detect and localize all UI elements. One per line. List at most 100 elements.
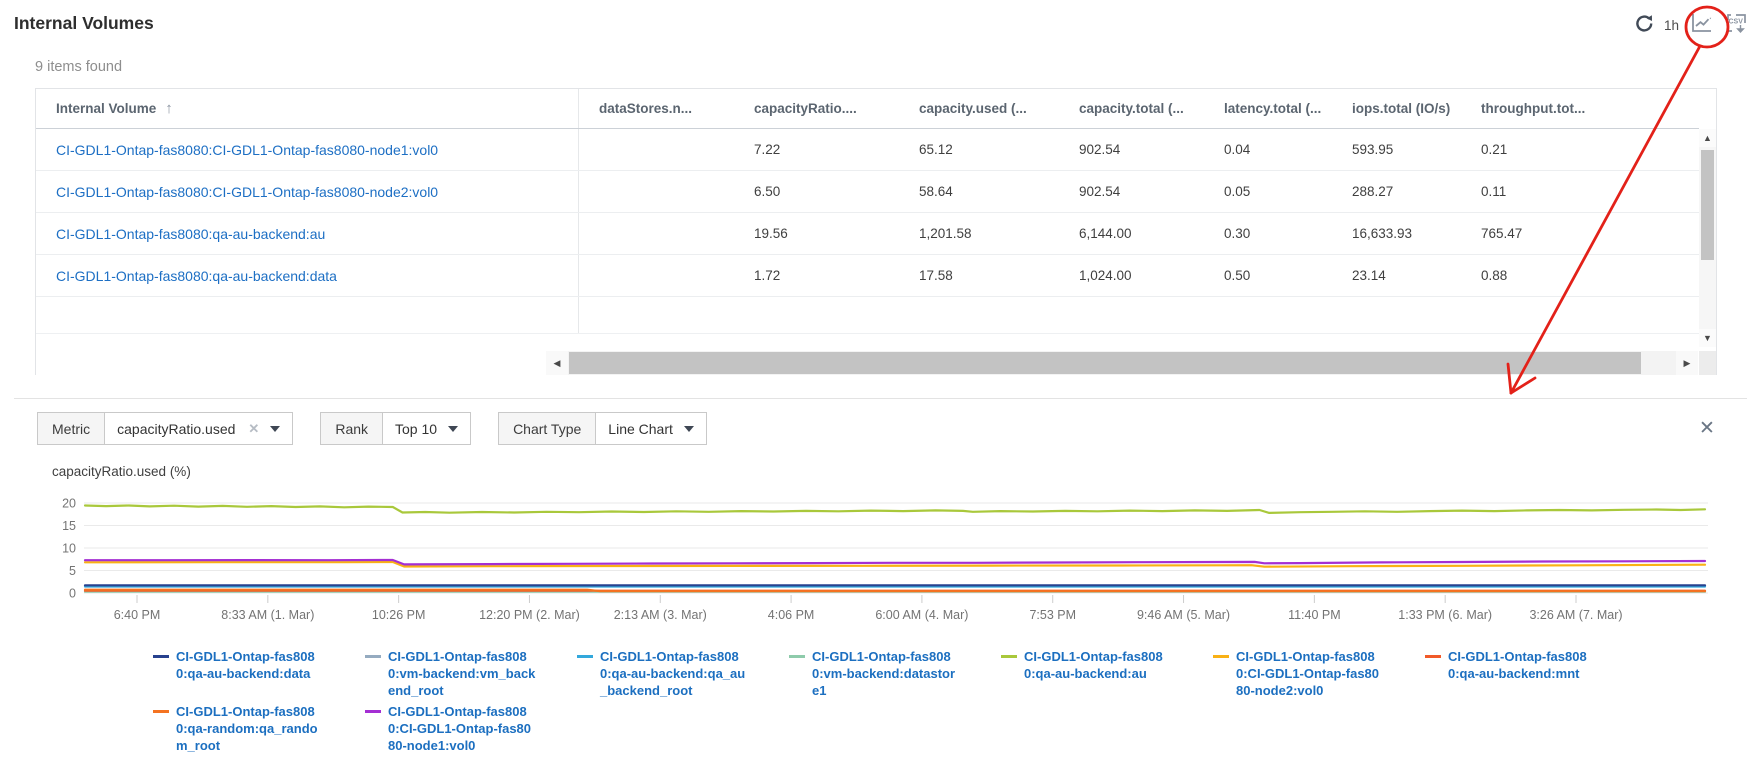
x-tick-label: 9:46 AM (5. Mar) [1137, 608, 1230, 622]
sort-ascending-icon[interactable]: ↑ [165, 100, 173, 117]
chart-y-axis-title: capacityRatio.used (%) [52, 464, 191, 479]
legend-label: CI-GDL1-Ontap-fas8080:qa-au-backend:qa_a… [600, 648, 748, 699]
internal-volume-cell: CI-GDL1-Ontap-fas8080:CI-GDL1-Ontap-fas8… [36, 171, 579, 212]
x-tick-label: 10:26 PM [372, 608, 426, 622]
x-tick-label: 11:40 PM [1288, 608, 1341, 622]
internal-volumes-page: Internal Volumes 1h CSV 9 items found [0, 0, 1761, 782]
scroll-down-arrow-icon[interactable]: ▼ [1699, 329, 1716, 347]
x-tick-label: 1:33 PM (6. Mar) [1398, 608, 1492, 622]
y-tick-label: 10 [62, 542, 76, 556]
value-cell: 0.50 [1204, 255, 1332, 296]
column-header-7[interactable]: throughput.tot... [1461, 89, 1699, 128]
column-header-4[interactable]: capacity.total (... [1059, 89, 1204, 128]
x-tick-label: 2:13 AM (3. Mar) [614, 608, 707, 622]
table-content: Internal Volume ↑ dataStores.n... capacityR… [36, 89, 1699, 375]
legend-item[interactable]: CI-GDL1-Ontap-fas8080:qa-au-backend:mnt [1425, 648, 1637, 699]
rank-selector: Rank Top 10 [320, 412, 471, 445]
legend-color-dash [153, 710, 169, 713]
x-tick-label: 6:00 AM (4. Mar) [875, 608, 968, 622]
horizontal-scrollbar[interactable]: ◀ ▶ [546, 351, 1698, 375]
metric-selector: Metric capacityRatio.used ✕ [37, 412, 293, 445]
internal-volume-link[interactable]: CI-GDL1-Ontap-fas8080:CI-GDL1-Ontap-fas8… [56, 184, 438, 200]
horizontal-scrollbar-thumb[interactable] [569, 352, 1641, 374]
value-cell: 23.14 [1332, 255, 1461, 296]
table-header-row: Internal Volume ↑ dataStores.n... capacityR… [36, 89, 1699, 129]
column-header-2[interactable]: capacityRatio.... [734, 89, 899, 128]
legend-item[interactable]: CI-GDL1-Ontap-fas8080:CI-GDL1-Ontap-fas8… [365, 703, 577, 754]
value-cell [579, 213, 734, 254]
legend-label: CI-GDL1-Ontap-fas8080:vm-backend:vm_back… [388, 648, 536, 699]
chart-type-value: Line Chart [608, 421, 673, 437]
legend-color-dash [365, 655, 381, 658]
legend-color-dash [1001, 655, 1017, 658]
scroll-left-arrow-icon[interactable]: ◀ [546, 351, 568, 375]
table-row: CI-GDL1-Ontap-fas8080:CI-GDL1-Ontap-fas8… [36, 171, 1699, 213]
legend-item[interactable]: CI-GDL1-Ontap-fas8080:qa-au-backend:qa_a… [577, 648, 789, 699]
x-tick-label: 6:40 PM [114, 608, 161, 622]
legend-item[interactable]: CI-GDL1-Ontap-fas8080:qa-random:qa_rando… [153, 703, 365, 754]
value-cell: 0.30 [1204, 213, 1332, 254]
column-header-label: capacityRatio.... [754, 101, 857, 116]
legend-item[interactable]: CI-GDL1-Ontap-fas8080:qa-au-backend:data [153, 648, 365, 699]
column-header-3[interactable]: capacity.used (... [899, 89, 1059, 128]
chart-controls: Metric capacityRatio.used ✕ Rank Top 10 … [37, 412, 734, 445]
chart-legend: CI-GDL1-Ontap-fas8080:qa-au-backend:data… [153, 648, 1673, 758]
scrollbar-corner [1699, 351, 1716, 375]
metric-clear-icon[interactable]: ✕ [248, 421, 259, 437]
refresh-interval-label[interactable]: 1h [1664, 18, 1679, 33]
legend-item[interactable]: CI-GDL1-Ontap-fas8080:vm-backend:vm_back… [365, 648, 577, 699]
column-header-label: Internal Volume [56, 101, 156, 116]
internal-volume-link[interactable]: CI-GDL1-Ontap-fas8080:qa-au-backend:au [56, 226, 325, 242]
refresh-icon[interactable] [1634, 13, 1655, 39]
line-chart-toggle-icon[interactable] [1688, 10, 1715, 41]
chart-type-selector: Chart Type Line Chart [498, 412, 707, 445]
rank-value: Top 10 [395, 421, 437, 437]
rank-dropdown[interactable]: Top 10 [383, 412, 471, 445]
value-cell: 58.64 [899, 171, 1059, 212]
internal-volume-link[interactable]: CI-GDL1-Ontap-fas8080:CI-GDL1-Ontap-fas8… [56, 142, 438, 158]
value-cell: 19.56 [734, 213, 899, 254]
legend-color-dash [1213, 655, 1229, 658]
table-row: CI-GDL1-Ontap-fas8080:qa-au-backend:data… [36, 255, 1699, 297]
scroll-right-arrow-icon[interactable]: ▶ [1676, 351, 1698, 375]
legend-item[interactable]: CI-GDL1-Ontap-fas8080:CI-GDL1-Ontap-fas8… [1213, 648, 1425, 699]
page-title: Internal Volumes [14, 13, 154, 34]
value-cell: 6.50 [734, 171, 899, 212]
column-header-label: capacity.used (... [919, 101, 1027, 116]
value-cell [579, 255, 734, 296]
column-header-6[interactable]: iops.total (IO/s) [1332, 89, 1461, 128]
value-cell [579, 129, 734, 170]
column-header-5[interactable]: latency.total (... [1204, 89, 1332, 128]
line-chart: 051015206:40 PM8:33 AM (1. Mar)10:26 PM1… [0, 488, 1761, 640]
table-row: CI-GDL1-Ontap-fas8080:qa-au-backend:au 19… [36, 213, 1699, 255]
value-cell: 0.05 [1204, 171, 1332, 212]
y-tick-label: 0 [69, 587, 76, 601]
internal-volume-cell: CI-GDL1-Ontap-fas8080:qa-au-backend:data [36, 255, 579, 296]
column-header-label: latency.total (... [1224, 101, 1321, 116]
scroll-up-arrow-icon[interactable]: ▲ [1699, 129, 1716, 147]
value-cell: 0.21 [1461, 129, 1699, 170]
internal-volume-cell: CI-GDL1-Ontap-fas8080:CI-GDL1-Ontap-fas8… [36, 129, 579, 170]
legend-label: CI-GDL1-Ontap-fas8080:CI-GDL1-Ontap-fas8… [388, 703, 536, 754]
value-cell: 7.22 [734, 129, 899, 170]
chevron-down-icon [270, 426, 280, 432]
vertical-scrollbar[interactable]: ▲ ▼ [1699, 129, 1716, 347]
legend-item[interactable]: CI-GDL1-Ontap-fas8080:qa-au-backend:au [1001, 648, 1213, 699]
toolbar: 1h CSV [1634, 10, 1749, 41]
value-cell: 0.04 [1204, 129, 1332, 170]
value-cell: 765.47 [1461, 213, 1699, 254]
value-cell: 65.12 [899, 129, 1059, 170]
internal-volume-link[interactable]: CI-GDL1-Ontap-fas8080:qa-au-backend:data [56, 268, 337, 284]
column-header-0[interactable]: Internal Volume ↑ [36, 89, 579, 128]
legend-item[interactable]: CI-GDL1-Ontap-fas8080:vm-backend:datasto… [789, 648, 1001, 699]
vertical-scrollbar-thumb[interactable] [1701, 150, 1714, 260]
close-chart-icon[interactable]: ✕ [1699, 419, 1715, 438]
table-row-partial [36, 297, 1699, 334]
column-header-1[interactable]: dataStores.n... [579, 89, 734, 128]
chart-type-dropdown[interactable]: Line Chart [596, 412, 707, 445]
csv-export-icon[interactable]: CSV [1724, 11, 1749, 41]
legend-label: CI-GDL1-Ontap-fas8080:qa-au-backend:au [1024, 648, 1172, 699]
legend-label: CI-GDL1-Ontap-fas8080:vm-backend:datasto… [812, 648, 960, 699]
metric-dropdown[interactable]: capacityRatio.used ✕ [105, 412, 293, 445]
value-cell: 16,633.93 [1332, 213, 1461, 254]
